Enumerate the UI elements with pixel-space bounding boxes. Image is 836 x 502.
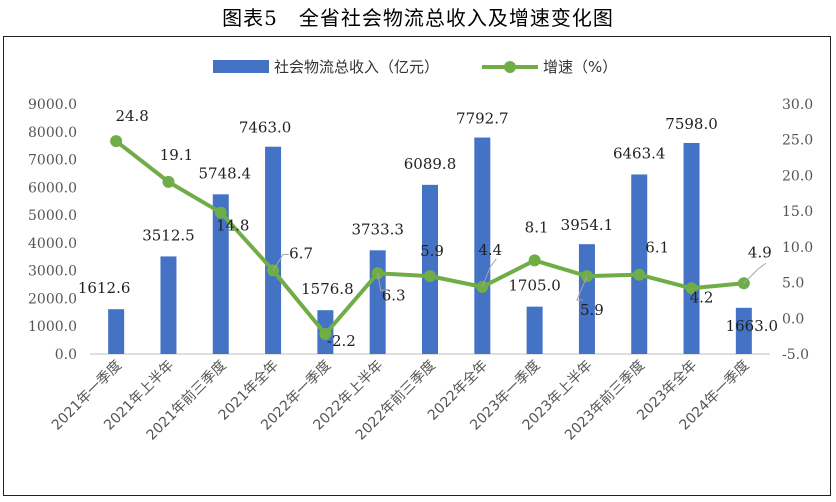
bar-data-label: 6089.8 <box>404 155 457 173</box>
bar <box>108 309 125 354</box>
line-point <box>319 328 332 340</box>
bar-data-label: 7792.7 <box>456 110 509 128</box>
legend-bar-label: 社会物流总收入（亿元） <box>274 58 439 76</box>
bar-data-label: 1576.8 <box>301 280 354 298</box>
bar <box>683 142 700 354</box>
label-leader-line <box>743 262 767 284</box>
chart-frame <box>3 36 831 496</box>
bar <box>265 146 282 354</box>
bar <box>631 174 648 354</box>
line-point <box>685 282 698 295</box>
label-leader-line <box>377 273 388 291</box>
label-leader-line <box>481 258 497 288</box>
line-data-label: 4.4 <box>478 241 502 259</box>
line-data-label: 6.7 <box>289 244 313 262</box>
y-right-tick-label: 20.0 <box>782 168 813 184</box>
figure-title: 图表5 全省社会物流总收入及增速变化图 <box>222 6 614 30</box>
y-left-tick-label: 3000.0 <box>28 264 77 280</box>
bar <box>735 307 752 354</box>
y-right-tick-label: 5.0 <box>782 276 804 292</box>
y-left-tick-label: 7000.0 <box>28 153 77 169</box>
legend-line-marker <box>504 61 516 73</box>
y-left-tick-label: 2000.0 <box>28 291 77 307</box>
bar-data-label: 1612.6 <box>78 279 131 297</box>
bar-data-label: 5748.4 <box>199 164 252 182</box>
bar <box>160 256 177 354</box>
line-data-label: 5.9 <box>580 301 604 319</box>
line-data-label: 24.8 <box>115 107 148 125</box>
y-left-tick-label: 6000.0 <box>28 180 77 196</box>
line-data-label: 4.2 <box>690 288 714 306</box>
legend-bar-swatch <box>213 60 269 73</box>
line-data-label: 5.9 <box>420 242 444 260</box>
y-right-tick-label: -5.0 <box>782 347 809 363</box>
bar-data-label: 3512.5 <box>142 226 195 244</box>
line-data-label: 4.9 <box>748 243 772 261</box>
bar <box>474 137 491 354</box>
bar-data-label: 3954.1 <box>561 216 614 234</box>
line-data-label: 8.1 <box>525 218 549 236</box>
y-left-tick-label: 8000.0 <box>28 125 77 141</box>
y-right-tick-label: 0.0 <box>782 311 804 327</box>
y-right-tick-label: 25.0 <box>782 133 813 149</box>
bar-data-label: 7463.0 <box>239 119 292 137</box>
label-leader-line <box>272 253 290 271</box>
line-data-label: 14.8 <box>216 217 249 235</box>
line-point <box>214 206 227 219</box>
bar <box>212 194 229 354</box>
bar <box>526 306 543 354</box>
line-point <box>528 254 541 267</box>
y-right-tick-label: 10.0 <box>782 240 813 256</box>
y-left-tick-label: 9000.0 <box>28 97 77 113</box>
line-point <box>424 270 436 283</box>
line-point <box>162 175 175 188</box>
bar <box>578 244 595 354</box>
y-left-tick-label: 5000.0 <box>28 208 77 224</box>
legend-line-label: 增速（%） <box>543 58 617 76</box>
y-right-tick-label: 15.0 <box>782 204 813 220</box>
y-right-tick-label: 30.0 <box>782 97 813 113</box>
line-data-label: 19.1 <box>160 146 193 164</box>
bar-data-label: 6463.4 <box>613 144 666 162</box>
y-left-tick-label: 4000.0 <box>28 236 77 252</box>
bar-data-label: 7598.0 <box>665 115 718 133</box>
y-left-tick-label: 1000.0 <box>28 319 77 335</box>
bar-data-label: 1705.0 <box>508 277 561 295</box>
line-point <box>110 135 123 148</box>
bar <box>422 184 438 354</box>
line-point <box>633 268 646 281</box>
line-data-label: -2.2 <box>327 332 356 350</box>
bar-data-label: 1663.0 <box>726 317 779 335</box>
line-data-label: 6.3 <box>382 286 406 304</box>
line-data-label: 6.1 <box>645 239 669 257</box>
bar-data-label: 3733.3 <box>351 220 404 238</box>
label-leader-line <box>576 275 588 301</box>
y-left-tick-label: 0.0 <box>55 347 77 363</box>
